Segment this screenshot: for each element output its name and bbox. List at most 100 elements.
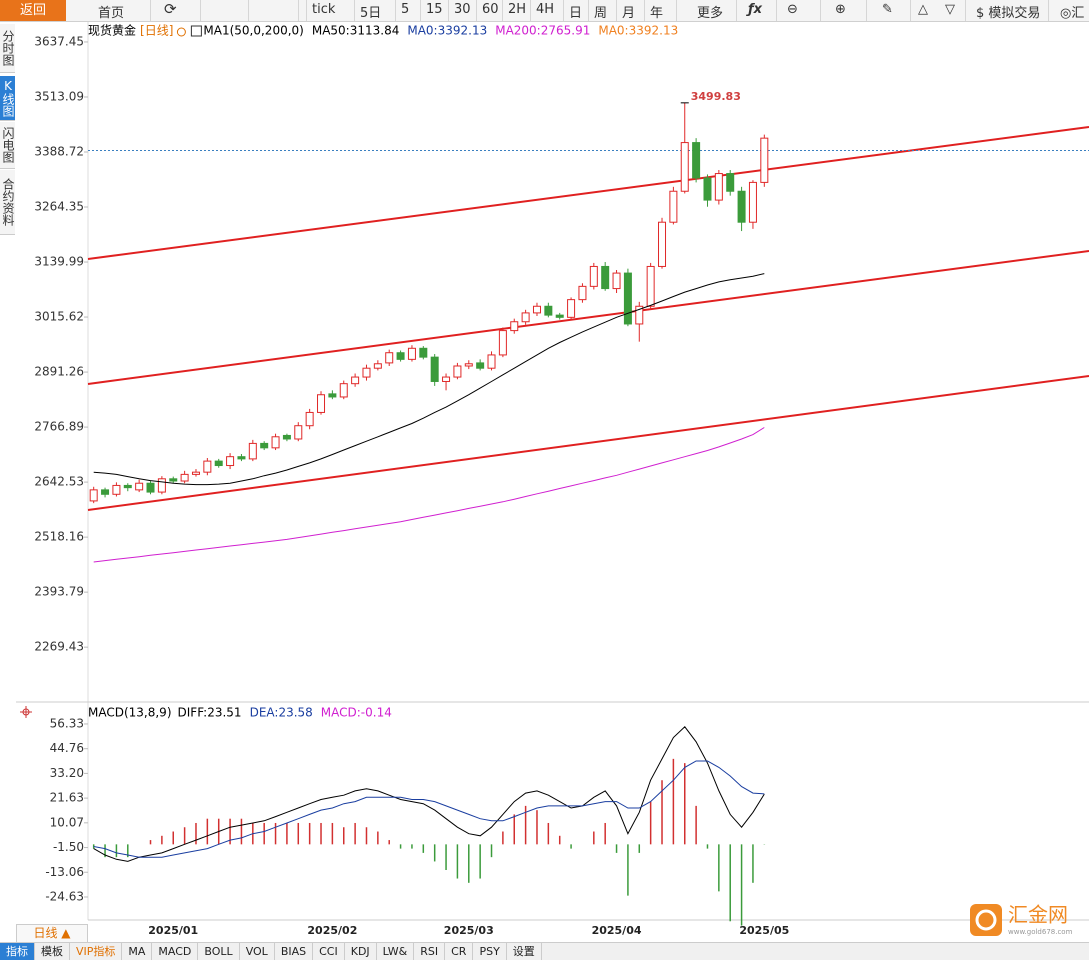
period-option[interactable]: 周 xyxy=(594,6,608,21)
x-tick-label: 2025/04 xyxy=(592,924,642,937)
period-button[interactable]: 日线 ▲ xyxy=(16,924,88,943)
side-tab[interactable]: 分时图 xyxy=(0,24,15,73)
bottom-tab[interactable]: VOL xyxy=(240,943,275,960)
cut-label: 汇 xyxy=(1071,6,1085,21)
candle-body xyxy=(191,471,200,475)
triangle-up[interactable]: △ xyxy=(918,2,928,17)
candle-body xyxy=(317,394,326,413)
candle-body xyxy=(282,434,291,440)
refresh-icon[interactable]: ⟳ xyxy=(164,0,177,18)
candle-body xyxy=(578,285,587,301)
candle-body xyxy=(294,425,303,440)
trade-button[interactable]: $ 模拟交易 xyxy=(976,6,1041,21)
bottom-tab[interactable]: BOLL xyxy=(198,943,240,960)
trend-line xyxy=(87,374,1089,511)
bottom-tab[interactable]: MA xyxy=(122,943,153,960)
candle-body xyxy=(419,347,428,358)
legend-item: MA50:3113.84 xyxy=(312,24,400,38)
watermark-url: www.gold678.com xyxy=(1008,928,1073,936)
bottom-tab[interactable]: BIAS xyxy=(275,943,314,960)
y-tick-label: 44.76 xyxy=(50,741,84,755)
y-tick-label: 56.33 xyxy=(50,716,84,730)
candle-body xyxy=(567,299,576,318)
bottom-tab[interactable]: CCI xyxy=(313,943,345,960)
candle-body xyxy=(658,221,667,267)
separator xyxy=(866,0,867,21)
y-tick-label: 3139.99 xyxy=(34,255,84,269)
dea-line xyxy=(93,760,765,858)
home-button[interactable]: 首页 xyxy=(98,6,125,21)
trade-label: 模拟交易 xyxy=(988,6,1041,21)
fx-button[interactable]: ƒx xyxy=(748,2,763,17)
candle-body xyxy=(544,305,553,316)
separator xyxy=(395,0,396,21)
period-option[interactable]: 年 xyxy=(650,6,664,21)
candle-body xyxy=(328,393,337,398)
period-option[interactable]: 月 xyxy=(622,6,636,21)
candle-body xyxy=(101,489,110,495)
period-option[interactable]: 5 xyxy=(401,2,410,17)
bottom-tab[interactable]: MACD xyxy=(152,943,199,960)
period-option[interactable]: 4H xyxy=(536,2,555,17)
separator xyxy=(563,0,564,21)
candle-body xyxy=(737,190,746,223)
y-tick-label: 2766.89 xyxy=(34,420,84,434)
candle-body xyxy=(589,265,598,287)
candle-body xyxy=(305,411,314,427)
y-tick-label: -1.50 xyxy=(53,840,84,854)
watermark-logo-ring xyxy=(975,909,997,931)
macd-title: MACD(13,8,9) xyxy=(88,706,172,720)
separator xyxy=(616,0,617,21)
side-tab[interactable]: K线图 xyxy=(0,76,15,121)
period-option[interactable]: tick xyxy=(312,2,336,17)
zoom-in[interactable]: ⊕ xyxy=(835,2,846,17)
legend-item: MA0:3392.13 xyxy=(407,24,487,38)
y-tick-label: -13.06 xyxy=(45,865,84,879)
y-tick-label: 33.20 xyxy=(50,766,84,780)
candle-body xyxy=(169,478,178,482)
more-button[interactable]: 更多 xyxy=(697,6,724,21)
separator xyxy=(965,0,966,21)
candle-body xyxy=(203,460,212,473)
back-button[interactable]: 返回 xyxy=(0,0,66,21)
y-tick-label: 21.63 xyxy=(50,791,84,805)
y-tick-label: 10.07 xyxy=(50,815,84,829)
candle-body xyxy=(362,367,371,378)
bottom-tab[interactable]: VIP指标 xyxy=(70,943,123,960)
macd-icon xyxy=(20,706,32,718)
separator xyxy=(420,0,421,21)
bottom-tab[interactable]: LW& xyxy=(377,943,415,960)
period-option[interactable]: 2H xyxy=(508,2,527,17)
period-option[interactable]: 15 xyxy=(426,2,443,17)
bottom-tabs: 指标 模板 VIP指标 MA MACD BOLL VOL BIAS CCI KDJ LW& RSI CR… xyxy=(0,942,1089,960)
draw-tool[interactable]: ✎ xyxy=(882,2,893,17)
zoom-out[interactable]: ⊖ xyxy=(787,2,798,17)
separator xyxy=(820,0,821,21)
candle-body xyxy=(453,365,462,378)
cut-button[interactable]: ◎汇 xyxy=(1060,6,1085,21)
period-option[interactable]: 30 xyxy=(454,2,471,17)
bottom-tab[interactable]: KDJ xyxy=(345,943,377,960)
plot-bg xyxy=(16,22,1089,942)
bottom-tab[interactable]: PSY xyxy=(473,943,507,960)
period-option[interactable]: 5日 xyxy=(360,6,382,21)
legend-item: MACD:-0.14 xyxy=(321,706,392,720)
toolbar: 返回 首页 ⟳ 更多 ƒx ⊖ ⊕ ✎ △ ▽ $ 模拟交易 ◎汇 tick 5日… xyxy=(0,0,1089,22)
candle-body xyxy=(612,272,621,290)
candle-body xyxy=(601,265,610,290)
bottom-tab[interactable]: RSI xyxy=(414,943,446,960)
candle-body xyxy=(498,330,507,356)
separator xyxy=(248,0,249,21)
bottom-tab[interactable]: 设置 xyxy=(507,943,542,960)
y-tick-label: 3015.62 xyxy=(34,310,84,324)
triangle-down[interactable]: ▽ xyxy=(945,2,955,17)
side-tab[interactable]: 闪电图 xyxy=(0,122,15,169)
bottom-tab[interactable]: 模板 xyxy=(35,943,70,960)
side-tab[interactable]: 合约资料 xyxy=(0,170,15,235)
period-option[interactable]: 60 xyxy=(482,2,499,17)
period-option[interactable]: 日 xyxy=(569,6,583,21)
bottom-tab[interactable]: CR xyxy=(445,943,474,960)
trend-line xyxy=(87,249,1089,385)
bottom-tab[interactable]: 指标 xyxy=(0,943,35,960)
candle-body xyxy=(726,173,735,192)
